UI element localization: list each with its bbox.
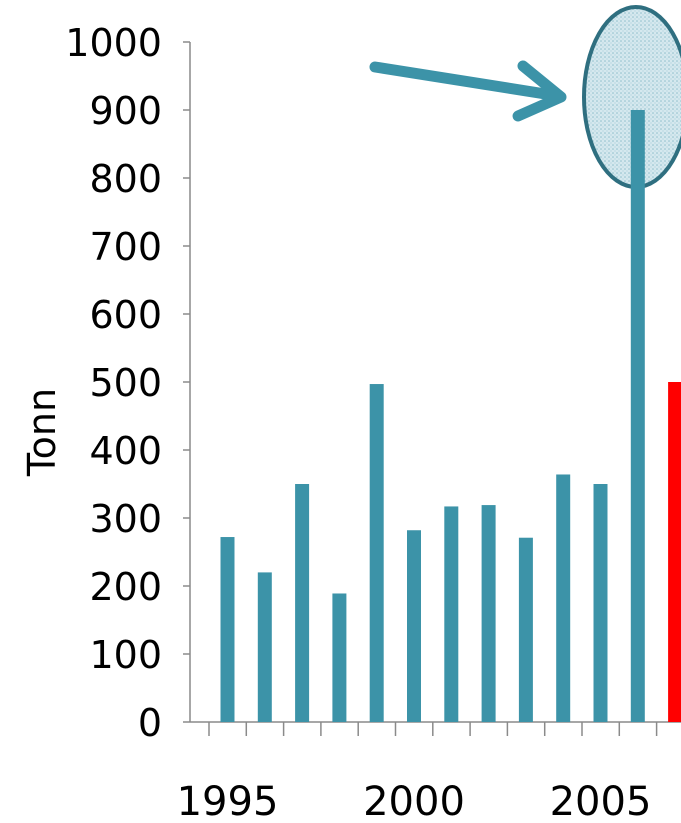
bar — [295, 484, 310, 722]
bar-highlighted — [668, 382, 681, 722]
bar — [518, 537, 533, 722]
y-tick-label: 800 — [89, 157, 162, 201]
x-tick-label: 2000 — [363, 779, 465, 823]
y-tick-label: 700 — [89, 225, 162, 269]
y-tick-label: 300 — [89, 497, 162, 541]
x-tick-label: 2005 — [550, 779, 652, 823]
y-tick-label: 500 — [89, 361, 162, 405]
y-tick-label: 200 — [89, 565, 162, 609]
y-tick-label: 100 — [89, 633, 162, 677]
bar — [444, 506, 459, 722]
arrow-shaft — [369, 61, 564, 102]
bar — [407, 530, 421, 722]
bar-group — [220, 382, 681, 722]
bar — [593, 484, 608, 722]
bar-overlay-group — [630, 110, 645, 722]
y-tick-label: 400 — [89, 429, 162, 473]
bar — [630, 110, 645, 722]
bar — [369, 384, 384, 722]
x-tick-group: 1995 2000 2005 — [177, 722, 658, 823]
y-axis-label: Tonn — [20, 388, 64, 477]
bar — [332, 593, 347, 722]
bar — [481, 505, 496, 722]
y-tick-label: 1000 — [65, 21, 162, 65]
bar — [220, 537, 235, 722]
y-tick-group: 0 100 200 300 400 500 600 700 800 900 1000 — [65, 21, 190, 745]
y-tick-label: 600 — [89, 293, 162, 337]
bar — [556, 474, 571, 722]
x-tick-label: 1995 — [177, 779, 279, 823]
y-tick-label: 0 — [138, 701, 162, 745]
y-tick-label: 900 — [89, 89, 162, 133]
bar — [257, 572, 272, 722]
annotation-arrow — [369, 60, 567, 122]
arrow-head — [512, 60, 567, 122]
